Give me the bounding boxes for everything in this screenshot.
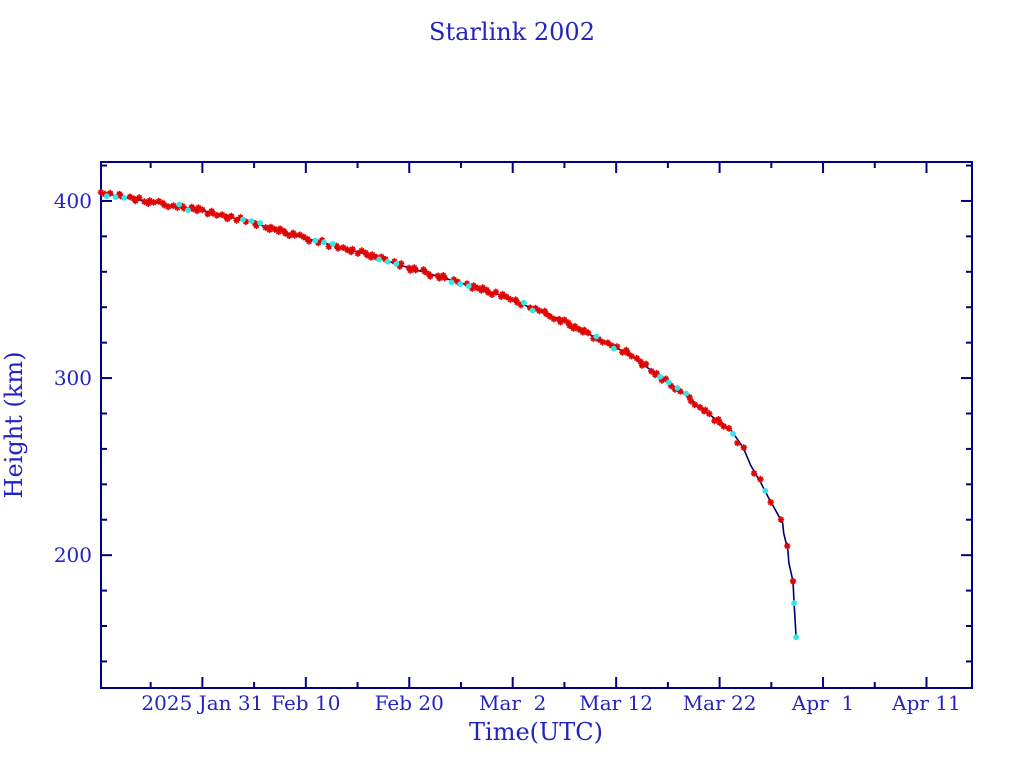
y-tick-label: 400 [54,189,92,213]
plot-area: 2025 Jan 31 Feb 10 Feb 20 Mar 2 Mar 12 Mar 22… [54,161,973,715]
cyan-marker [762,487,769,494]
cyan-marker [321,239,327,246]
cyan-marker [529,307,536,314]
plot-frame [100,161,973,689]
cyan-marker [376,256,382,263]
cyan-marker [240,216,246,223]
cyan-marker [683,390,689,397]
x-tick-label: Mar 12 [579,691,653,715]
cyan-marker [329,241,336,247]
x-tick-label: Apr 1 [791,691,854,715]
cyan-marker [593,333,600,340]
cyan-marker [121,195,128,201]
red-observation-markers [97,188,797,585]
cyan-marker [448,279,455,286]
x-tick-label: Mar 2 [479,691,546,715]
cyan-marker [185,207,191,214]
y-axis-label: Height (km) [0,352,28,499]
cyan-marker [312,237,319,244]
cyan-marker [112,194,119,200]
cyan-marker [393,261,400,267]
cyan-marker [791,600,797,607]
x-tick-label: Mar 22 [683,691,757,715]
cyan-marker [521,299,527,306]
cyan-observation-markers [103,193,799,641]
y-tick-label: 300 [54,366,92,390]
chart-title: Starlink 2002 [429,18,595,46]
cyan-marker [610,345,617,352]
cyan-marker [657,373,663,380]
decay-curve-line [100,192,797,638]
cyan-marker [257,220,264,226]
cyan-marker [665,379,672,386]
cyan-marker [457,281,464,287]
cyan-marker [248,218,255,225]
x-tick-label: Apr 11 [891,691,961,715]
cyan-marker [465,283,472,289]
x-tick-label: 2025 Jan 31 [141,691,263,715]
y-tick-label: 200 [54,543,92,567]
x-axis-label: Time(UTC) [469,718,603,746]
x-tick-label: Feb 10 [271,691,340,715]
cyan-marker [103,193,110,200]
cyan-marker [674,385,681,391]
x-tick-label: Feb 20 [375,691,444,715]
cyan-marker [730,430,736,437]
cyan-marker [176,201,183,208]
cyan-marker [793,634,799,641]
cyan-marker [384,258,391,265]
